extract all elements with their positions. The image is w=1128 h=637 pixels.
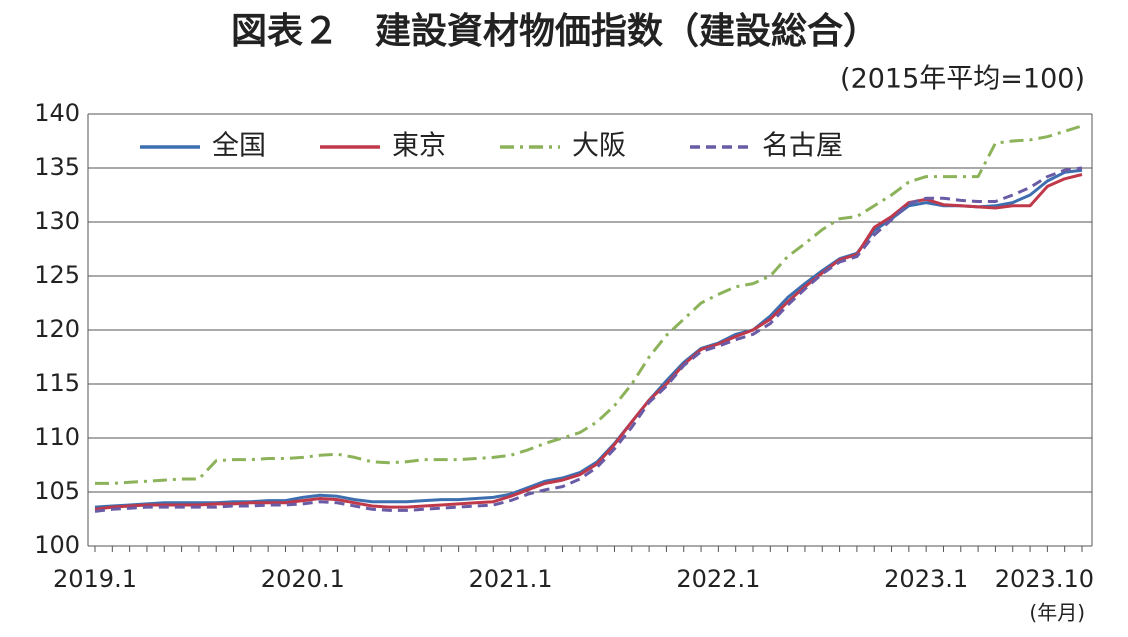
x-tick-label: 2023.10 bbox=[995, 565, 1094, 593]
legend-label: 名古屋 bbox=[762, 131, 843, 162]
series-line bbox=[94, 166, 1083, 513]
y-tick-label: 110 bbox=[34, 423, 80, 451]
y-tick-label: 135 bbox=[34, 153, 80, 181]
series-line bbox=[95, 124, 1083, 485]
series-line bbox=[94, 168, 1083, 509]
y-tick-label: 120 bbox=[34, 315, 80, 343]
x-tick-label: 2020.1 bbox=[261, 565, 345, 593]
x-tick-label: 2023.1 bbox=[884, 565, 968, 593]
y-tick-label: 125 bbox=[34, 261, 80, 289]
x-tick-label: 2022.1 bbox=[676, 565, 760, 593]
y-tick-label: 115 bbox=[34, 369, 80, 397]
x-tick-label: 2021.1 bbox=[469, 565, 553, 593]
y-tick-label: 105 bbox=[34, 477, 80, 505]
unit-label: (2015年平均=100) bbox=[840, 64, 1085, 95]
x-tick-label: 2019.1 bbox=[53, 565, 137, 593]
y-tick-label: 140 bbox=[34, 99, 80, 127]
chart-title: 図表２ 建設資材物価指数（建設総合） bbox=[231, 11, 879, 52]
y-tick-label: 130 bbox=[34, 207, 80, 235]
legend-label: 全国 bbox=[212, 131, 266, 162]
x-axis-label: (年月) bbox=[1029, 601, 1085, 625]
y-tick-label: 100 bbox=[34, 531, 80, 559]
legend-label: 大阪 bbox=[572, 131, 626, 162]
legend-label: 東京 bbox=[392, 131, 446, 162]
